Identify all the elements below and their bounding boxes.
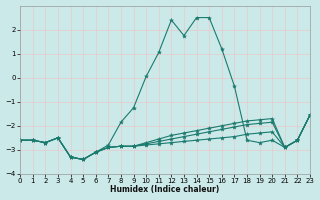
X-axis label: Humidex (Indice chaleur): Humidex (Indice chaleur) (110, 185, 220, 194)
